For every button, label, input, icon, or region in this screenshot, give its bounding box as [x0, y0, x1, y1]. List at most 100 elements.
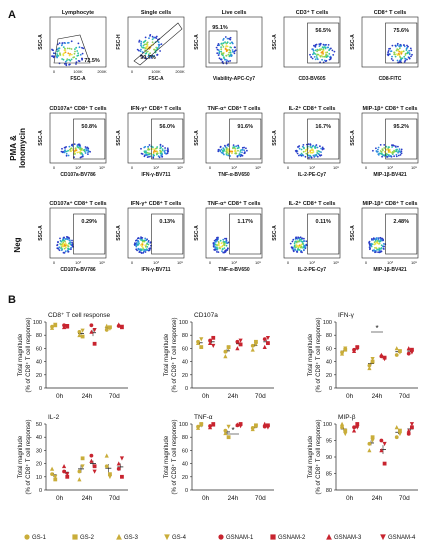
data-point: [195, 340, 201, 346]
cell-dot: [159, 147, 162, 150]
cell-dot: [379, 144, 382, 146]
cell-dot: [223, 244, 226, 247]
cell-dot: [224, 241, 226, 244]
legend-label: GSNAM-1: [226, 535, 254, 541]
flow-plot: IL-2⁺ CD8⁺ T cells SSC-A IL-2-PE-Cy7 0 10³ 10…: [272, 200, 341, 273]
cell-dot: [65, 246, 67, 249]
cell-dot: [396, 59, 399, 62]
x-tick-label: 10⁵: [411, 260, 417, 265]
plot-frame: [283, 16, 341, 68]
x-tick-label: 100K: [151, 69, 161, 74]
cell-dot: [397, 150, 400, 153]
cell-dot: [293, 242, 296, 245]
cell-dot: [147, 240, 150, 242]
cell-dot: [237, 149, 239, 152]
data-point: [80, 464, 85, 469]
cell-dot: [227, 153, 230, 155]
cell-dot: [240, 154, 243, 157]
y-tick-label: 100: [179, 320, 188, 326]
cell-dot: [309, 144, 312, 146]
x-tick-label: 0h: [202, 393, 210, 400]
flow-plot: IFN-γ⁺ CD8⁺ T cells SSC-A IFN-γ-BV711 0 10³ 1…: [116, 105, 185, 178]
cell-dot: [391, 146, 393, 148]
data-point: [367, 365, 372, 371]
data-point: [367, 448, 372, 453]
cell-dot: [146, 242, 149, 245]
cell-dot: [372, 149, 374, 152]
y-tick-label: 80: [326, 488, 332, 494]
y-axis-label: SSC-A: [272, 225, 278, 241]
cell-dot: [303, 237, 305, 240]
cell-dot: [397, 49, 399, 52]
y-tick-label: 80: [36, 333, 42, 339]
cell-dot: [139, 249, 142, 252]
legend-label: GSNAM-2: [278, 535, 306, 541]
cell-dot: [77, 143, 80, 146]
flow-plot-title: IFN-γ⁺ CD8⁺ T cells: [131, 105, 182, 112]
y-axis-label: SSC-A: [38, 130, 44, 146]
cell-dot: [63, 151, 66, 154]
cell-dot: [63, 236, 65, 239]
cell-density: [133, 236, 152, 255]
data-point: [238, 338, 243, 343]
cell-dot: [144, 237, 147, 240]
cell-dot: [222, 46, 225, 48]
chart: TNF-α 0 20 40 60 80 100 Total magnitude (% of CD…: [164, 414, 274, 502]
cell-dot: [68, 145, 71, 148]
cell-dot: [387, 50, 390, 52]
cell-dot: [302, 150, 305, 153]
cell-dot: [70, 40, 73, 43]
cell-dot: [79, 147, 82, 149]
cell-dot: [370, 242, 372, 245]
cell-dot: [78, 46, 81, 49]
cell-dot: [70, 58, 73, 61]
flow-plot-title: MIP-1β⁺ CD8⁺ T cells: [362, 200, 417, 207]
cell-dot: [381, 155, 383, 158]
cell-dot: [292, 248, 295, 251]
cell-dot: [65, 243, 68, 246]
cell-dot: [375, 246, 378, 249]
cell-dot: [138, 41, 141, 43]
x-tick-label: 0h: [56, 393, 64, 400]
legend-item: GS-1: [24, 534, 47, 541]
cell-dot: [312, 149, 314, 152]
cell-dot: [316, 58, 319, 61]
cell-dot: [383, 245, 385, 248]
cell-density: [60, 143, 91, 159]
cell-dot: [145, 43, 148, 46]
cell-dot: [60, 240, 63, 243]
cell-dot: [75, 63, 77, 65]
cell-dot: [331, 49, 334, 52]
cell-dot: [69, 53, 71, 55]
cell-dot: [85, 147, 87, 150]
cell-dot: [304, 244, 307, 247]
cell-dot: [323, 59, 326, 62]
cell-dot: [140, 248, 143, 251]
cell-dot: [63, 146, 66, 149]
cell-dot: [80, 147, 83, 150]
x-tick-label: 0h: [56, 495, 64, 502]
cell-dot: [397, 151, 399, 154]
gate-outline: [73, 118, 106, 160]
cell-dot: [320, 51, 323, 54]
cell-dot: [381, 148, 384, 151]
cell-dot: [222, 241, 225, 244]
cell-dot: [164, 152, 167, 155]
cell-dot: [78, 151, 80, 154]
cell-dot: [225, 54, 228, 57]
x-tick-label: 200K: [97, 69, 107, 74]
cell-dot: [397, 154, 400, 157]
gate-percentage: 0.11%: [316, 219, 331, 225]
chart: MIP-β 80 85 90 95 100 Total magnitude (% of CD8…: [308, 414, 418, 502]
data-point: [65, 472, 70, 477]
cell-dot: [375, 147, 377, 150]
data-point: [207, 340, 213, 346]
cell-dot: [246, 149, 248, 152]
cell-dot: [235, 145, 238, 148]
row-label-neg: Neg: [13, 237, 22, 252]
cell-dot: [327, 55, 329, 57]
data-point: [398, 428, 402, 433]
legend-label: GS-4: [172, 535, 187, 541]
cell-dot: [147, 53, 150, 56]
cell-dot: [301, 153, 304, 156]
